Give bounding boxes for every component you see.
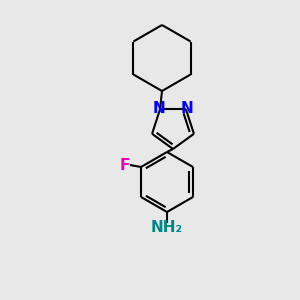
Text: N: N	[153, 101, 165, 116]
Text: N: N	[181, 101, 193, 116]
Text: F: F	[120, 158, 130, 172]
Text: NH₂: NH₂	[151, 220, 183, 236]
